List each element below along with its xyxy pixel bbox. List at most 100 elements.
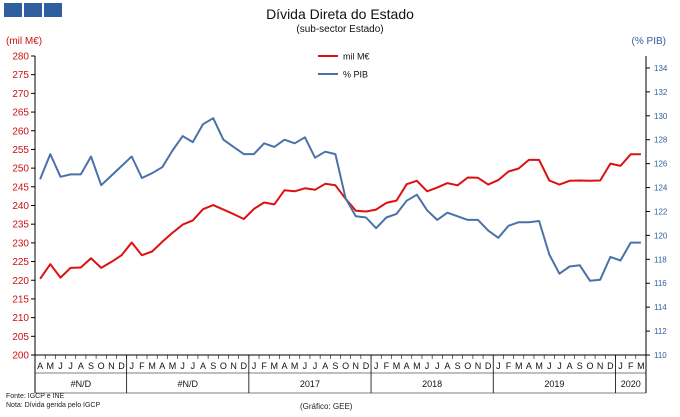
year-label: 2017 — [300, 379, 320, 389]
source-note: Fonte: IGCP e INE — [6, 393, 65, 400]
left-tick-label: 220 — [12, 276, 29, 287]
month-label: J — [191, 361, 196, 371]
month-label: M — [169, 361, 177, 371]
logo-block — [4, 3, 22, 17]
year-label: #N/D — [177, 379, 198, 389]
footnote: Nota: Dívida gerida pelo IGCP — [6, 402, 101, 409]
left-tick-label: 200 — [12, 351, 29, 362]
month-label: N — [353, 361, 360, 371]
left-tick-label: 225 — [12, 257, 29, 268]
month-label: F — [628, 361, 634, 371]
chart-subtitle: (sub-sector Estado) — [296, 24, 384, 35]
month-label: N — [108, 361, 115, 371]
month-label: A — [567, 361, 573, 371]
left-tick-label: 275 — [12, 70, 29, 81]
month-label: N — [597, 361, 604, 371]
left-tick-label: 230 — [12, 238, 29, 249]
left-tick-label: 215 — [12, 294, 29, 305]
month-label: A — [200, 361, 206, 371]
right-tick-label: 132 — [654, 88, 668, 97]
left-tick-label: 260 — [12, 126, 29, 137]
month-label: A — [444, 361, 450, 371]
month-label: M — [413, 361, 421, 371]
month-label: D — [485, 361, 492, 371]
month-label: A — [37, 361, 43, 371]
month-label: M — [271, 361, 279, 371]
month-label: O — [342, 361, 349, 371]
right-tick-label: 124 — [654, 184, 668, 193]
month-label: N — [475, 361, 482, 371]
month-label: O — [586, 361, 593, 371]
right-axis-label: (% PIB) — [631, 36, 666, 47]
month-label: M — [148, 361, 156, 371]
month-label: J — [374, 361, 379, 371]
month-label: M — [291, 361, 299, 371]
month-label: J — [557, 361, 562, 371]
left-tick-label: 210 — [12, 313, 29, 324]
month-label: J — [303, 361, 308, 371]
left-tick-label: 280 — [12, 52, 29, 63]
right-tick-label: 112 — [654, 327, 667, 336]
right-tick-label: 118 — [654, 255, 667, 264]
month-label: J — [496, 361, 501, 371]
month-label: M — [393, 361, 401, 371]
month-label: F — [506, 361, 512, 371]
month-label: D — [241, 361, 248, 371]
month-label: F — [139, 361, 145, 371]
left-tick-label: 240 — [12, 201, 29, 212]
legend-label: % PIB — [343, 70, 368, 80]
month-label: J — [252, 361, 257, 371]
right-tick-label: 128 — [654, 136, 668, 145]
month-label: O — [98, 361, 105, 371]
right-tick-label: 116 — [654, 279, 667, 288]
right-tick-label: 134 — [654, 64, 668, 73]
month-label: J — [435, 361, 440, 371]
month-label: J — [58, 361, 63, 371]
month-label: J — [313, 361, 318, 371]
left-axis-label: (mil M€) — [6, 36, 43, 47]
month-label: A — [404, 361, 410, 371]
month-label: M — [637, 361, 645, 371]
right-tick-label: 114 — [654, 303, 667, 312]
month-label: J — [618, 361, 623, 371]
month-label: J — [425, 361, 430, 371]
chart-credit: (Gráfico: GEE) — [300, 402, 353, 411]
month-label: S — [88, 361, 94, 371]
month-label: O — [464, 361, 471, 371]
left-tick-label: 205 — [12, 332, 29, 343]
month-label: J — [547, 361, 552, 371]
month-label: J — [180, 361, 185, 371]
year-label: 2018 — [422, 379, 442, 389]
logo-block — [44, 3, 62, 17]
month-label: A — [78, 361, 84, 371]
month-label: A — [526, 361, 532, 371]
month-label: J — [129, 361, 134, 371]
year-label: 2020 — [621, 379, 641, 389]
month-label: S — [577, 361, 583, 371]
right-tick-label: 130 — [654, 112, 668, 121]
right-tick-label: 120 — [654, 231, 668, 240]
right-tick-label: 122 — [654, 207, 668, 216]
month-label: A — [281, 361, 287, 371]
month-label: A — [159, 361, 165, 371]
month-label: M — [515, 361, 523, 371]
left-tick-label: 245 — [12, 182, 29, 193]
chart-title: Dívida Direta do Estado — [266, 6, 414, 22]
year-label: #N/D — [71, 379, 92, 389]
month-label: D — [118, 361, 125, 371]
month-label: F — [261, 361, 267, 371]
left-tick-label: 235 — [12, 220, 29, 231]
month-label: A — [322, 361, 328, 371]
series-line-mil-meur — [39, 153, 641, 280]
month-label: S — [210, 361, 216, 371]
left-tick-label: 265 — [12, 108, 29, 119]
month-label: S — [332, 361, 338, 371]
month-label: D — [607, 361, 614, 371]
right-tick-label: 126 — [654, 160, 668, 169]
series-line-pct-pib — [39, 117, 641, 282]
month-label: M — [535, 361, 543, 371]
left-tick-label: 250 — [12, 164, 29, 175]
month-label: O — [220, 361, 227, 371]
left-tick-label: 255 — [12, 145, 29, 156]
